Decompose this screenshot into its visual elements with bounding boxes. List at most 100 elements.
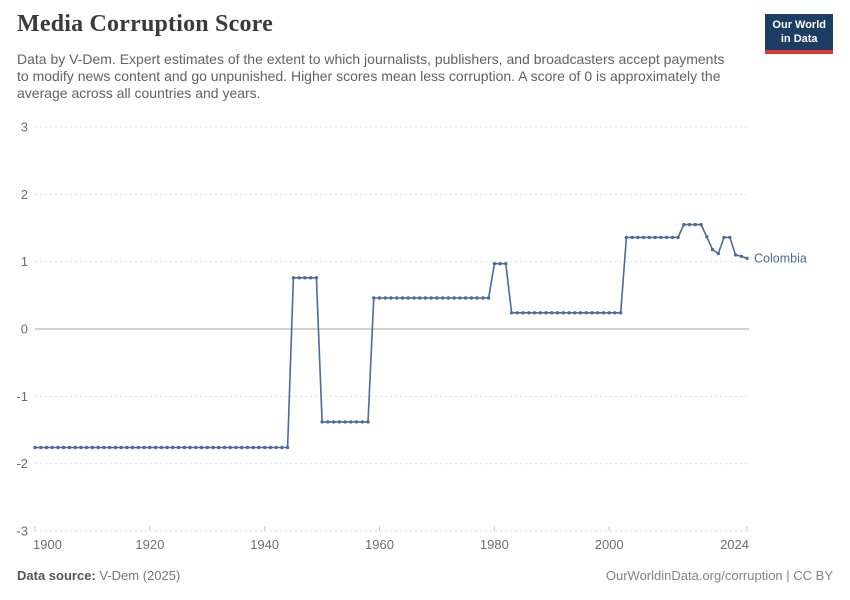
- data-point[interactable]: [159, 445, 163, 450]
- data-point[interactable]: [372, 296, 376, 300]
- data-point[interactable]: [274, 445, 278, 450]
- data-point[interactable]: [567, 311, 571, 315]
- data-point[interactable]: [171, 445, 175, 450]
- data-point[interactable]: [125, 445, 129, 450]
- data-point[interactable]: [538, 311, 542, 315]
- data-point[interactable]: [590, 311, 594, 315]
- data-line-colombia[interactable]: [35, 223, 748, 449]
- data-point[interactable]: [630, 235, 634, 240]
- data-point[interactable]: [211, 445, 215, 450]
- data-point[interactable]: [573, 311, 577, 315]
- data-point[interactable]: [636, 235, 640, 240]
- data-point[interactable]: [297, 276, 301, 280]
- data-point[interactable]: [148, 445, 152, 450]
- data-point[interactable]: [349, 420, 353, 424]
- data-point[interactable]: [285, 445, 290, 450]
- data-point[interactable]: [705, 235, 709, 239]
- data-point[interactable]: [676, 235, 680, 240]
- data-point[interactable]: [142, 445, 146, 450]
- data-point[interactable]: [268, 445, 273, 450]
- data-point[interactable]: [584, 311, 588, 315]
- data-point[interactable]: [406, 296, 410, 300]
- data-point[interactable]: [50, 445, 54, 450]
- data-point[interactable]: [205, 445, 209, 450]
- data-point[interactable]: [199, 445, 204, 450]
- data-point[interactable]: [303, 276, 307, 280]
- data-point[interactable]: [240, 445, 244, 450]
- data-point[interactable]: [596, 311, 600, 315]
- data-point[interactable]: [44, 445, 49, 450]
- data-point[interactable]: [486, 296, 491, 300]
- data-point[interactable]: [745, 256, 749, 260]
- data-point[interactable]: [377, 296, 382, 300]
- data-point[interactable]: [687, 222, 692, 227]
- data-point[interactable]: [308, 276, 313, 280]
- data-point[interactable]: [79, 445, 83, 450]
- data-point[interactable]: [670, 235, 675, 240]
- data-point[interactable]: [561, 311, 565, 315]
- data-point[interactable]: [67, 445, 72, 450]
- data-point[interactable]: [360, 420, 364, 424]
- credit-link[interactable]: OurWorldinData.org/corruption | CC BY: [605, 568, 833, 583]
- data-point[interactable]: [400, 296, 405, 300]
- line-chart[interactable]: 3 2 1 0 -1 -2 -3 1900 1920 1940 1960 1980 2000 2024 Co…: [0, 112, 850, 562]
- data-point[interactable]: [492, 262, 497, 266]
- data-point[interactable]: [62, 445, 66, 450]
- data-point[interactable]: [710, 247, 715, 252]
- data-point[interactable]: [682, 222, 686, 227]
- data-point[interactable]: [641, 235, 646, 240]
- data-point[interactable]: [222, 445, 227, 450]
- data-point[interactable]: [107, 445, 112, 450]
- data-point[interactable]: [607, 311, 611, 315]
- data-point[interactable]: [119, 445, 123, 450]
- data-point[interactable]: [446, 296, 451, 300]
- data-point[interactable]: [452, 296, 456, 300]
- data-point[interactable]: [527, 311, 531, 315]
- data-point[interactable]: [39, 445, 43, 450]
- data-point[interactable]: [733, 253, 738, 257]
- data-point[interactable]: [722, 235, 726, 240]
- data-point[interactable]: [331, 420, 336, 424]
- data-point[interactable]: [699, 222, 703, 227]
- data-point[interactable]: [56, 445, 60, 450]
- data-point[interactable]: [647, 235, 652, 240]
- data-point[interactable]: [153, 445, 158, 450]
- data-point[interactable]: [257, 445, 261, 450]
- data-point[interactable]: [194, 445, 198, 450]
- data-point[interactable]: [337, 420, 341, 424]
- data-point[interactable]: [320, 420, 324, 424]
- data-point[interactable]: [435, 296, 439, 300]
- data-point[interactable]: [544, 311, 548, 315]
- data-point[interactable]: [441, 296, 445, 300]
- data-point[interactable]: [389, 296, 393, 300]
- data-point[interactable]: [245, 445, 250, 450]
- data-point[interactable]: [280, 445, 284, 450]
- data-point[interactable]: [463, 296, 468, 300]
- data-point[interactable]: [113, 445, 118, 450]
- data-point[interactable]: [601, 311, 606, 315]
- data-point[interactable]: [314, 276, 319, 280]
- data-point[interactable]: [182, 445, 186, 450]
- entity-label-colombia[interactable]: Colombia: [754, 251, 807, 265]
- data-point[interactable]: [188, 445, 192, 450]
- data-point[interactable]: [515, 311, 519, 315]
- data-point[interactable]: [251, 445, 255, 450]
- data-point[interactable]: [653, 235, 657, 240]
- data-point[interactable]: [85, 445, 89, 450]
- data-point[interactable]: [73, 445, 77, 450]
- data-point[interactable]: [395, 296, 399, 300]
- data-point[interactable]: [555, 311, 560, 315]
- data-point[interactable]: [326, 420, 330, 424]
- data-point[interactable]: [578, 311, 583, 315]
- data-point[interactable]: [429, 296, 433, 300]
- data-point[interactable]: [263, 445, 267, 450]
- data-point[interactable]: [619, 311, 623, 315]
- data-point[interactable]: [90, 445, 95, 450]
- data-point[interactable]: [613, 311, 617, 315]
- data-point[interactable]: [343, 420, 347, 424]
- data-point[interactable]: [96, 445, 100, 450]
- data-point[interactable]: [130, 445, 135, 450]
- data-point[interactable]: [412, 296, 416, 300]
- data-point[interactable]: [475, 296, 479, 300]
- data-point[interactable]: [176, 445, 181, 450]
